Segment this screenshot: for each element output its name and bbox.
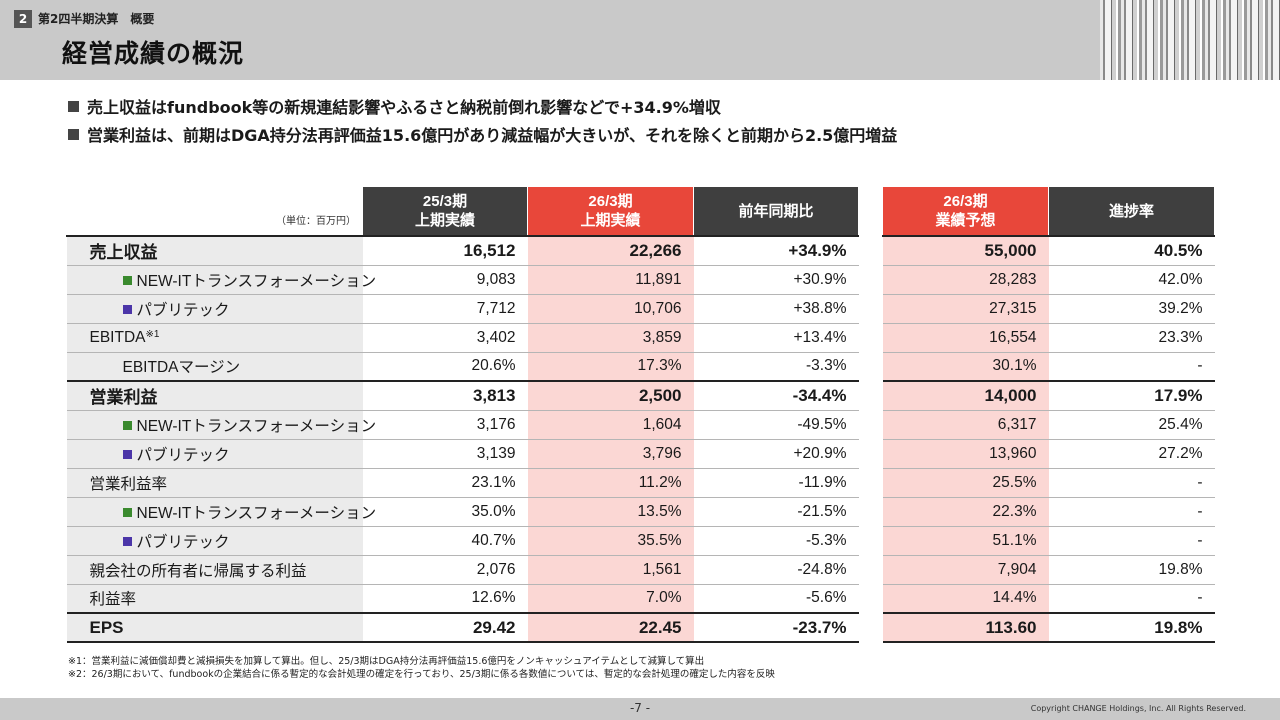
table-row: 親会社の所有者に帰属する利益 2,076 1,561 -24.8% xyxy=(66,555,859,585)
row-label: パブリテック xyxy=(66,294,363,324)
table-row: 28,283 42.0% xyxy=(882,265,1215,295)
row-label: NEW-ITトランスフォーメーション xyxy=(66,410,376,440)
summary-bullets: 売上収益はfundbook等の新規連結影響やふるさと納税前倒れ影響などで+34.… xyxy=(68,94,897,150)
table-row: 25.5% - xyxy=(882,468,1215,498)
footnotes: ※1：営業利益に減価償却費と減損損失を加算して算出。但し、25/3期はDGA持分… xyxy=(68,655,775,681)
row-label: 親会社の所有者に帰属する利益 xyxy=(66,555,363,585)
table-row: 営業利益 3,813 2,500 -34.4% xyxy=(66,380,859,411)
copyright: Copyright CHANGE Holdings, Inc. All Righ… xyxy=(1030,704,1246,713)
table-row: パブリテック 40.7% 35.5% -5.3% xyxy=(66,526,859,556)
table-row: 51.1% - xyxy=(882,526,1215,556)
header-current-period: 26/3期 上期実績 xyxy=(527,187,694,236)
green-square-icon xyxy=(122,420,132,430)
table-row: パブリテック 3,139 3,796 +20.9% xyxy=(66,439,859,469)
table-row: NEW-ITトランスフォーメーション 35.0% 13.5% -21.5% xyxy=(66,497,859,527)
row-label: EPS xyxy=(66,612,363,643)
header-yoy: 前年同期比 xyxy=(693,187,859,236)
section-label: 第2四半期決算 概要 xyxy=(38,12,155,26)
table-row: 売上収益 16,512 22,266 +34.9% xyxy=(66,235,859,266)
table-row: EPS 29.42 22.45 -23.7% xyxy=(66,612,859,643)
table-row: 27,315 39.2% xyxy=(882,294,1215,324)
row-label: 営業利益 xyxy=(66,380,363,411)
table-row: 13,960 27.2% xyxy=(882,439,1215,469)
table-row: 55,000 40.5% xyxy=(882,235,1215,266)
table-row: NEW-ITトランスフォーメーション 3,176 1,604 -49.5% xyxy=(66,410,859,440)
green-square-icon xyxy=(122,507,132,517)
green-square-icon xyxy=(122,275,132,285)
row-label: パブリテック xyxy=(66,526,363,556)
table-row: パブリテック 7,712 10,706 +38.8% xyxy=(66,294,859,324)
row-label: パブリテック xyxy=(66,439,363,469)
header-forecast: 26/3期 業績予想 xyxy=(882,187,1049,236)
page-title: 経営成績の概況 xyxy=(62,39,245,68)
header-progress: 進捗率 xyxy=(1048,187,1215,236)
table-row: 6,317 25.4% xyxy=(882,410,1215,440)
row-label: 売上収益 xyxy=(66,235,363,266)
table-row: 7,904 19.8% xyxy=(882,555,1215,585)
row-label: NEW-ITトランスフォーメーション xyxy=(66,265,376,295)
forecast-table-header: 26/3期 業績予想 進捗率 xyxy=(882,187,1215,236)
table-row: 113.60 19.8% xyxy=(882,612,1215,643)
table-row: NEW-ITトランスフォーメーション 9,083 11,891 +30.9% xyxy=(66,265,859,295)
slide-header: 2 第2四半期決算 概要 経営成績の概況 xyxy=(0,0,1280,80)
table-row: 16,554 23.3% xyxy=(882,323,1215,353)
table-row: EBITDA※1 3,402 3,859 +13.4% xyxy=(66,323,859,353)
row-label: 営業利益率 xyxy=(66,468,363,498)
section-number: 2 xyxy=(14,10,32,28)
table-row: 営業利益率 23.1% 11.2% -11.9% xyxy=(66,468,859,498)
slide-footer: -7 - Copyright CHANGE Holdings, Inc. All… xyxy=(0,698,1280,720)
row-label: EBITDAマージン xyxy=(66,352,363,382)
footnote-1: ※1：営業利益に減価償却費と減損損失を加算して算出。但し、25/3期はDGA持分… xyxy=(68,656,705,667)
table-row: 22.3% - xyxy=(882,497,1215,527)
purple-square-icon xyxy=(122,536,132,546)
square-bullet-icon xyxy=(68,129,79,140)
row-label: NEW-ITトランスフォーメーション xyxy=(66,497,376,527)
table-row: 14.4% - xyxy=(882,584,1215,614)
header-decoration xyxy=(1100,0,1280,80)
square-bullet-icon xyxy=(68,101,79,112)
forecast-table: 26/3期 業績予想 進捗率 55,000 40.5% 28,283 42.0% … xyxy=(882,187,1215,643)
bullet-operating-profit: 営業利益は、前期はDGA持分法再評価益15.6億円があり減益幅が大きいが、それを… xyxy=(68,122,897,150)
footnote-2: ※2：26/3期において、fundbookの企業結合に係る暫定的な会計処理の確定… xyxy=(68,669,775,680)
table-row: EBITDAマージン 20.6% 17.3% -3.3% xyxy=(66,352,859,382)
row-label: EBITDA※1 xyxy=(66,323,363,353)
table-row: 利益率 12.6% 7.0% -5.6% xyxy=(66,584,859,614)
header-prev-period: 25/3期 上期実績 xyxy=(362,187,528,236)
bullet-revenue: 売上収益はfundbook等の新規連結影響やふるさと納税前倒れ影響などで+34.… xyxy=(68,94,897,122)
page-number: -7 - xyxy=(629,701,651,715)
table-row: 30.1% - xyxy=(882,352,1215,382)
footnote-ref: ※1 xyxy=(145,328,160,340)
purple-square-icon xyxy=(122,449,132,459)
purple-square-icon xyxy=(122,304,132,314)
results-table-header: （単位：百万円） 25/3期 上期実績 26/3期 上期実績 前年同期比 xyxy=(66,187,859,236)
results-table: （単位：百万円） 25/3期 上期実績 26/3期 上期実績 前年同期比 売上収益 … xyxy=(66,187,859,643)
table-row: 14,000 17.9% xyxy=(882,380,1215,411)
row-label: 利益率 xyxy=(66,584,363,614)
unit-label: （単位：百万円） xyxy=(66,187,363,236)
